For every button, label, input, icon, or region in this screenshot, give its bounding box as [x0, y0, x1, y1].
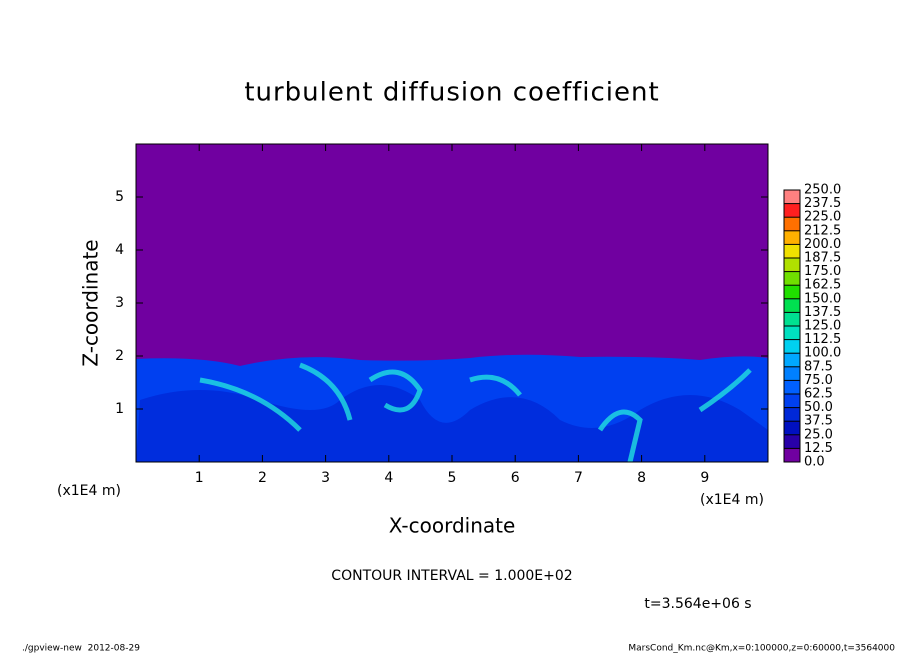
colorbar-label: 150.0 [804, 291, 841, 306]
colorbar-label: 237.5 [804, 196, 841, 211]
y-axis-label: Z-coordinate [79, 239, 103, 366]
colorbar-label: 0.0 [804, 455, 825, 470]
colorbar-band [784, 326, 800, 340]
y-tick-label: 4 [115, 242, 124, 258]
colorbar-label: 200.0 [804, 237, 841, 252]
chart-title: turbulent diffusion coefficient [244, 78, 659, 108]
field-swirl [199, 362, 752, 463]
colorbar-label: 225.0 [804, 210, 841, 225]
colorbar-band [784, 230, 800, 245]
colorbar-label: 12.5 [804, 441, 833, 456]
colorbar-band [784, 394, 800, 408]
colorbar-label: 125.0 [804, 319, 841, 334]
x-axis-label: X-coordinate [389, 514, 516, 538]
footer-right: MarsCond_Km.nc@Km,x=0:100000,z=0:60000,t… [628, 644, 895, 654]
colorbar-label: 75.0 [804, 373, 833, 388]
y-tick-label: 3 [115, 295, 124, 311]
x-tick-label: 3 [321, 470, 330, 486]
y-tick-label: 2 [115, 348, 124, 364]
colorbar-label: 250.0 [804, 183, 841, 198]
colorbar-label: 187.5 [804, 251, 841, 266]
field-layer [136, 385, 768, 462]
colorbar-band [784, 190, 800, 204]
colorbar-band [784, 203, 800, 218]
contour-interval: CONTOUR INTERVAL = 1.000E+02 [331, 568, 572, 584]
colorbar-label: 37.5 [804, 414, 833, 429]
x-tick-label: 7 [574, 470, 583, 486]
x-tick-label: 6 [511, 470, 520, 486]
y-tick-label: 1 [115, 401, 124, 417]
x-tick-label: 4 [384, 470, 393, 486]
colorbar-label: 100.0 [804, 346, 841, 361]
colorbar-band [784, 421, 800, 435]
colorbar-label: 137.5 [804, 305, 841, 320]
colorbar-label: 62.5 [804, 387, 833, 402]
time-label: t=3.564e+06 s [644, 596, 751, 612]
colorbar-band [784, 366, 800, 381]
colorbar-band [784, 244, 800, 258]
colorbar-band [784, 258, 800, 272]
colorbar-label: 162.5 [804, 278, 841, 293]
colorbar-band [784, 407, 800, 422]
colorbar-band [784, 285, 800, 299]
colorbar-label: 50.0 [804, 400, 833, 415]
x-tick-label: 9 [700, 470, 709, 486]
colorbar-band [784, 312, 800, 326]
colorbar-label: 25.0 [804, 427, 833, 442]
x-unit: (x1E4 m) [57, 483, 121, 499]
colorbar-band [784, 339, 800, 354]
x-tick-label: 1 [195, 470, 204, 486]
colorbar-label: 212.5 [804, 223, 841, 238]
colorbar-band [784, 271, 800, 286]
colorbar-label: 87.5 [804, 359, 833, 374]
x-tick-label: 2 [258, 470, 267, 486]
footer-left: ./gpview-new 2012-08-29 [22, 644, 140, 654]
colorbar-band [784, 380, 800, 394]
colorbar-band [784, 298, 800, 313]
x-tick-label: 8 [637, 470, 646, 486]
y-tick-label: 5 [115, 189, 124, 205]
colorbar-label: 175.0 [804, 264, 841, 279]
x-unit: (x1E4 m) [700, 492, 764, 508]
colorbar-band [784, 217, 800, 231]
colorbar-label: 112.5 [804, 332, 841, 347]
colorbar-band [784, 448, 800, 462]
x-tick-label: 5 [448, 470, 457, 486]
colorbar-band [784, 353, 800, 367]
colorbar-band [784, 434, 800, 449]
field [136, 144, 768, 463]
